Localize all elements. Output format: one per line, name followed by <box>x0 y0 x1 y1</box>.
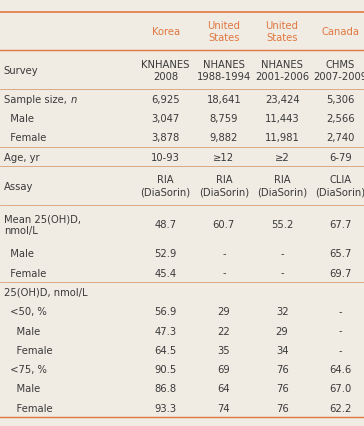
Text: 48.7: 48.7 <box>155 220 177 230</box>
Text: Male: Male <box>4 114 33 124</box>
Text: United
States: United States <box>207 21 240 43</box>
Text: 64: 64 <box>218 383 230 394</box>
Text: -: - <box>222 249 226 259</box>
Text: NHANES
1988-1994: NHANES 1988-1994 <box>197 59 251 82</box>
Text: 56.9: 56.9 <box>154 306 177 317</box>
Text: -: - <box>339 326 342 336</box>
Text: 74: 74 <box>218 403 230 413</box>
Text: 67.0: 67.0 <box>329 383 352 394</box>
Text: 11,443: 11,443 <box>265 114 300 124</box>
Text: Female: Female <box>4 403 52 413</box>
Text: 90.5: 90.5 <box>154 364 177 374</box>
Text: 29: 29 <box>217 306 230 317</box>
Text: 3,047: 3,047 <box>151 114 180 124</box>
Text: 3,878: 3,878 <box>151 133 180 143</box>
Text: 60.7: 60.7 <box>213 220 235 230</box>
Text: Sample size,: Sample size, <box>4 95 70 104</box>
Text: KNHANES
2008: KNHANES 2008 <box>142 59 190 82</box>
Text: RIA
(DiaSorin): RIA (DiaSorin) <box>141 175 191 197</box>
Text: <75, %: <75, % <box>4 364 47 374</box>
Text: RIA
(DiaSorin): RIA (DiaSorin) <box>199 175 249 197</box>
Text: 22: 22 <box>217 326 230 336</box>
Text: -: - <box>222 268 226 278</box>
Text: 11,981: 11,981 <box>265 133 300 143</box>
Text: 2,566: 2,566 <box>326 114 355 124</box>
Text: 47.3: 47.3 <box>155 326 177 336</box>
Text: -: - <box>280 268 284 278</box>
Text: Female: Female <box>4 345 52 355</box>
Text: Female: Female <box>4 268 46 278</box>
Text: Korea: Korea <box>151 27 180 37</box>
Text: 86.8: 86.8 <box>155 383 177 394</box>
Text: 23,424: 23,424 <box>265 95 300 104</box>
Text: ≥12: ≥12 <box>213 153 234 162</box>
Text: 76: 76 <box>276 364 289 374</box>
Text: 34: 34 <box>276 345 288 355</box>
Text: CHMS
2007-2009: CHMS 2007-2009 <box>313 59 364 82</box>
Text: United
States: United States <box>266 21 298 43</box>
Text: 65.7: 65.7 <box>329 249 352 259</box>
Text: 6-79: 6-79 <box>329 153 352 162</box>
Text: 29: 29 <box>276 326 289 336</box>
Text: 32: 32 <box>276 306 288 317</box>
Text: -: - <box>339 306 342 317</box>
Text: 52.9: 52.9 <box>154 249 177 259</box>
Text: NHANES
2001-2006: NHANES 2001-2006 <box>255 59 309 82</box>
Text: 62.2: 62.2 <box>329 403 352 413</box>
Text: n: n <box>70 95 77 104</box>
Text: Survey: Survey <box>4 66 38 75</box>
Text: 69: 69 <box>217 364 230 374</box>
Text: Male: Male <box>4 326 40 336</box>
Text: RIA
(DiaSorin): RIA (DiaSorin) <box>257 175 307 197</box>
Text: 25(OH)D, nmol/L: 25(OH)D, nmol/L <box>4 287 87 297</box>
Text: -: - <box>280 249 284 259</box>
Text: 64.6: 64.6 <box>329 364 352 374</box>
Text: ≥2: ≥2 <box>275 153 289 162</box>
Text: Female: Female <box>4 133 46 143</box>
Text: 8,759: 8,759 <box>210 114 238 124</box>
Text: 69.7: 69.7 <box>329 268 352 278</box>
Text: 18,641: 18,641 <box>206 95 241 104</box>
Text: Assay: Assay <box>4 181 33 191</box>
Text: 10-93: 10-93 <box>151 153 180 162</box>
Text: Male: Male <box>4 383 40 394</box>
Text: -: - <box>339 345 342 355</box>
Text: Canada: Canada <box>321 27 359 37</box>
Text: <50, %: <50, % <box>4 306 46 317</box>
Text: 67.7: 67.7 <box>329 220 352 230</box>
Text: 45.4: 45.4 <box>155 268 177 278</box>
Text: Mean 25(OH)D,
nmol/L: Mean 25(OH)D, nmol/L <box>4 213 81 236</box>
Text: 9,882: 9,882 <box>210 133 238 143</box>
Text: 64.5: 64.5 <box>154 345 177 355</box>
Text: 55.2: 55.2 <box>271 220 293 230</box>
Text: 6,925: 6,925 <box>151 95 180 104</box>
Text: 5,306: 5,306 <box>326 95 355 104</box>
Text: Age, yr: Age, yr <box>4 153 39 162</box>
Text: 76: 76 <box>276 383 289 394</box>
Text: 76: 76 <box>276 403 289 413</box>
Text: CLIA
(DiaSorin): CLIA (DiaSorin) <box>315 175 364 197</box>
Text: 93.3: 93.3 <box>155 403 177 413</box>
Text: 2,740: 2,740 <box>326 133 355 143</box>
Text: 35: 35 <box>218 345 230 355</box>
Text: Male: Male <box>4 249 33 259</box>
